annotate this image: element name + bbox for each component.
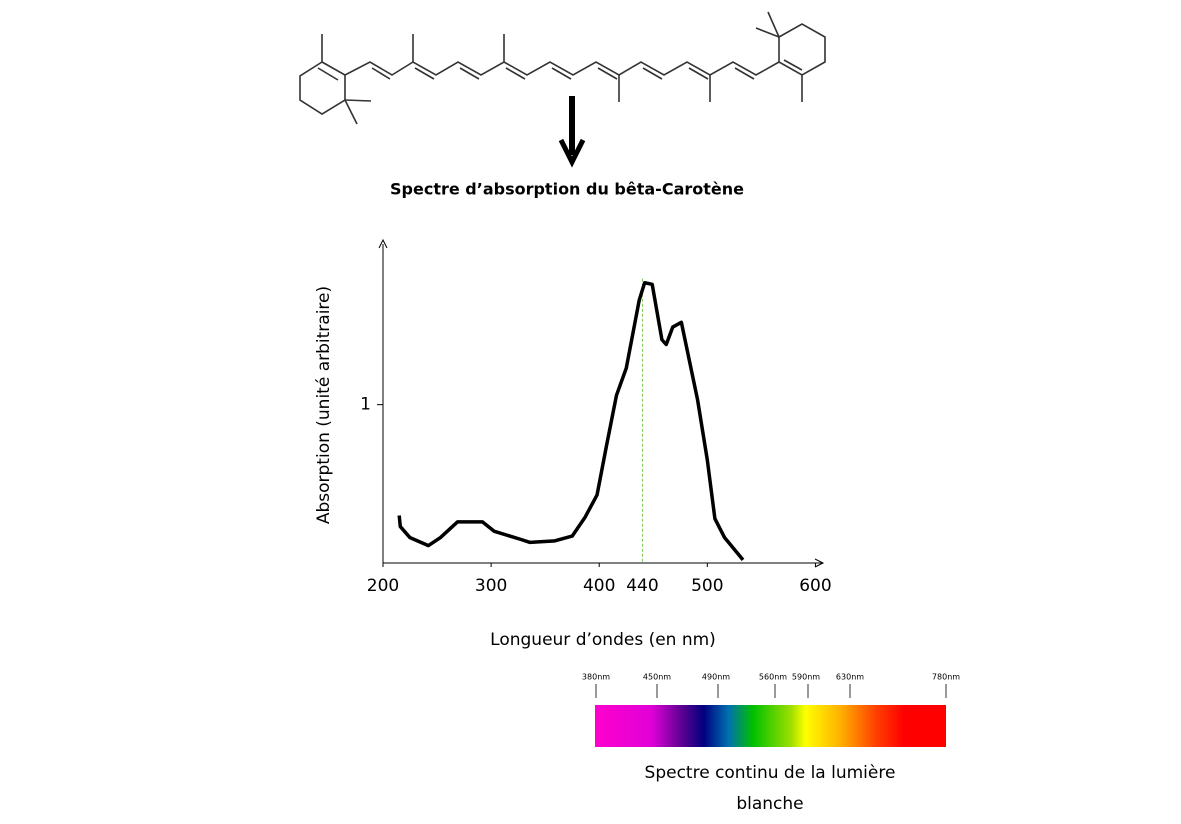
spectrum-caption: Spectre continu de la lumière blanche <box>644 763 896 814</box>
spectrum-tick-label: 490nm <box>702 673 730 682</box>
spectrum-tick-label: 380nm <box>582 673 610 682</box>
spectrum-tick-label: 630nm <box>836 673 864 682</box>
molecule <box>299 11 826 125</box>
chart-title: Spectre d’absorption du bêta-Carotène <box>390 180 744 199</box>
spectrum-tick-label: 560nm <box>759 673 787 682</box>
spectrum-tick-label: 590nm <box>792 673 820 682</box>
x-tick-label: 300 <box>475 576 507 596</box>
spectrum-tick-label: 450nm <box>643 673 671 682</box>
x-tick-label: 600 <box>799 576 831 596</box>
x-tick-label: 200 <box>367 576 399 596</box>
spectrum-bar <box>595 705 946 747</box>
y-axis-label: Absorption (unité arbitraire) <box>314 286 334 524</box>
y-tick-label: 1 <box>360 395 371 415</box>
x-axis-arrow <box>814 558 825 568</box>
marker-label: 440 <box>626 576 658 596</box>
spectrum-tick-label: 780nm <box>932 673 960 682</box>
y-axis-arrow <box>378 238 388 249</box>
x-axis-label: Longueur d’ondes (en nm) <box>490 630 716 650</box>
absorption-curve <box>397 281 745 561</box>
x-tick-label: 400 <box>583 576 615 596</box>
arrow <box>558 96 586 168</box>
x-tick-label: 500 <box>691 576 723 596</box>
